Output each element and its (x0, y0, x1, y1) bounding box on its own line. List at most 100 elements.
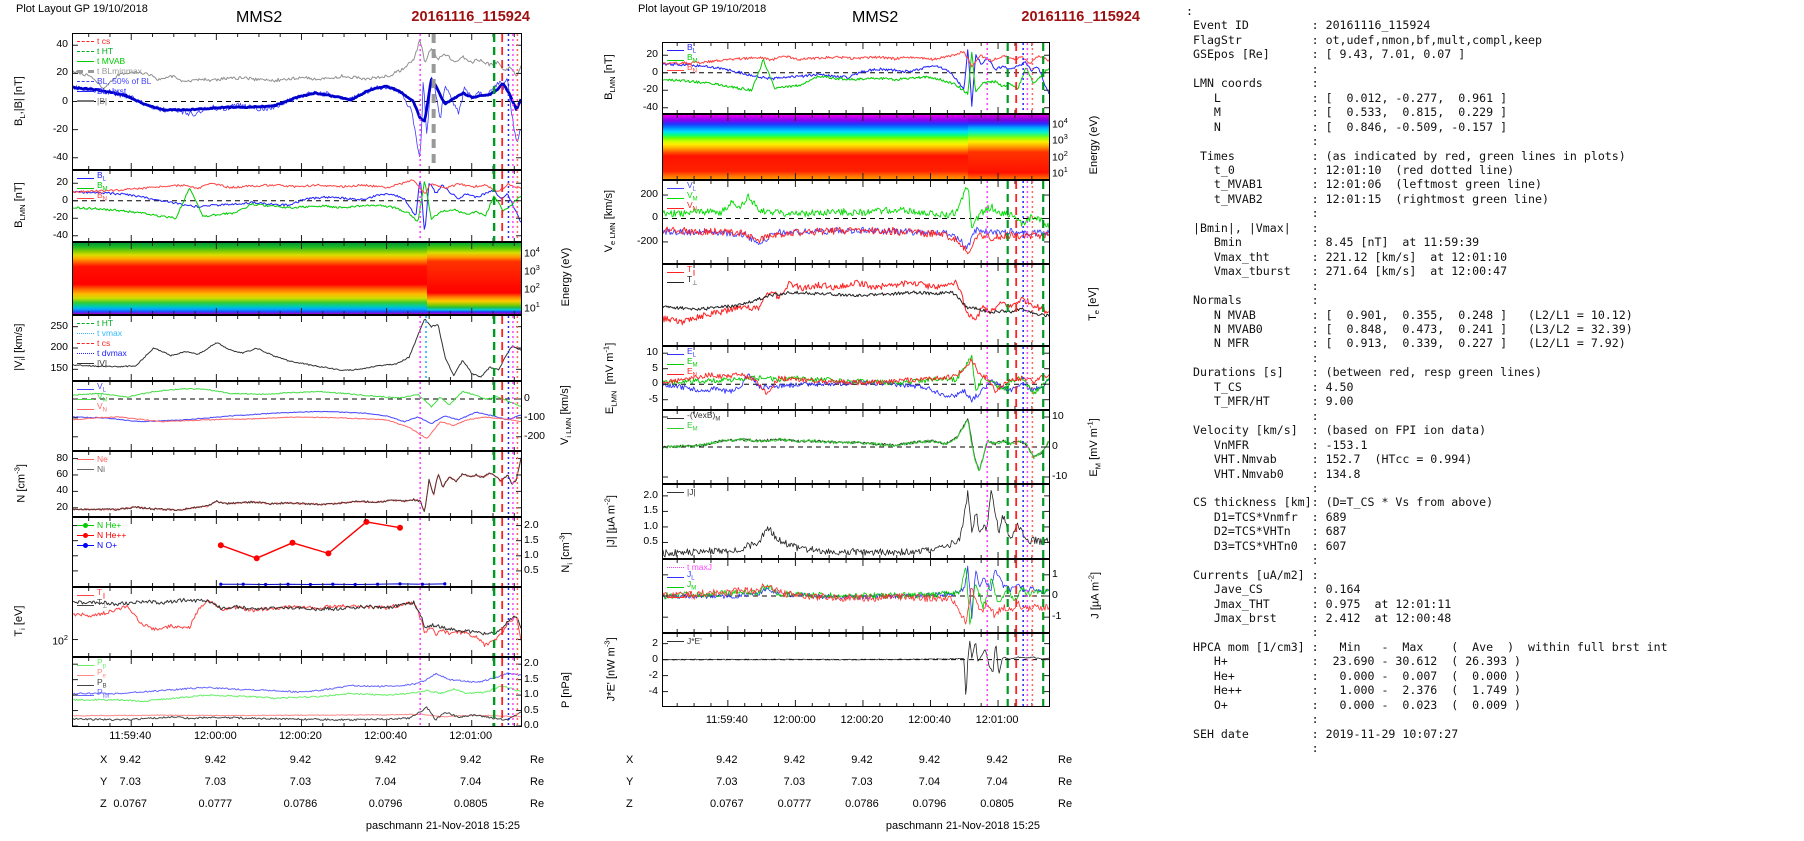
legend-line-sample (77, 352, 94, 354)
legend-entry-label: VL (97, 381, 106, 394)
legend-line-sample (77, 468, 94, 470)
ion-temperature-ytick: 102 (52, 632, 68, 648)
legend-line-sample (667, 373, 684, 375)
b-lmn-ytick: 20 (56, 176, 68, 189)
legend-entry: BL (77, 170, 108, 183)
legend-entry: PB (77, 677, 109, 690)
plot-layout-label: Plot Layout GP 19/10/2018 (16, 3, 148, 15)
legend-line-sample (77, 342, 94, 344)
current-magnitude-panel: |J| (662, 484, 1050, 559)
legend-entry-label: JN (687, 589, 696, 602)
legend-line-sample (77, 60, 94, 62)
legend-line-sample (667, 427, 684, 429)
vexb-vs-em-legend: -(VexB)M EM (667, 411, 720, 433)
legend-line-sample (77, 674, 94, 676)
legend-entry: VL (667, 181, 698, 193)
e-field-lmn-svg (663, 347, 1049, 409)
b-lmn-ytick: -20 (52, 211, 68, 224)
legend-line-sample (667, 596, 684, 598)
ion-temperature-legend: T∥ T⊥ (77, 588, 107, 610)
vexb-vs-em-panel: -(VexB)M EM (662, 410, 1050, 484)
legend-line-sample (667, 281, 684, 283)
ion-temperature-ylabel: Ti [eV] (12, 605, 28, 637)
ion-spectrogram-svg (88, 243, 515, 314)
electron-velocity-ytick: 200 (640, 188, 658, 201)
legend-line-sample (667, 576, 684, 578)
event-id-label: 20161116_115924 (1021, 9, 1140, 25)
legend-entry: |V| (77, 358, 127, 368)
b-lmn-mid-svg (663, 43, 1049, 113)
legend-entry-label: BL (97, 170, 106, 183)
ion-velocity-lmn-svg (73, 382, 521, 450)
minor-ion-density-panel: N He+ N He++ N O+ (72, 517, 522, 587)
legend-entry: Pp (77, 658, 109, 670)
pressure-rtick: 0.5 (524, 703, 539, 716)
legend-entry: t maxJ (667, 562, 712, 572)
pos-table-unit: Re (530, 776, 545, 788)
legend-line-sample (667, 59, 684, 61)
legend-entry: N O+ (77, 540, 126, 550)
ion-velocity-lmn-legend: VL VM VN (77, 381, 108, 414)
legend-entry-label: t HT (97, 317, 114, 328)
ion-velocity-lmn-rtick: -200 (524, 429, 546, 442)
legend-entry-label: PB (97, 677, 107, 690)
legend-entry-label: JL (687, 569, 695, 582)
pos-table-value: 9.42 (289, 754, 312, 766)
legend-line-sample (77, 604, 94, 606)
density-ytick: 20 (56, 500, 68, 513)
electron-spectrogram-panel (662, 114, 1050, 180)
vexb-vs-em-rtick: -10 (1052, 470, 1068, 482)
legend-entry: VN (77, 402, 108, 414)
pressure-rtick: 1.0 (524, 688, 539, 701)
current-lmn-right-axis-label: J [µA m-2] (1086, 571, 1102, 619)
legend-entry-label: t HT (97, 45, 114, 56)
ion-velocity-lmn-rtick: -100 (524, 410, 546, 423)
legend-entry-label: t dvmax (97, 347, 127, 358)
bl-absb-ytick: 20 (56, 66, 68, 79)
pos-table-value: 9.42 (460, 754, 482, 766)
legend-entry: BM (77, 181, 108, 193)
legend-entry: T∥ (77, 588, 107, 600)
pos-table-row-label: X (626, 754, 634, 766)
minor-ion-density-rtick: 1.5 (524, 533, 539, 546)
legend-line-sample (77, 177, 94, 179)
vexb-vs-em-rtick: 10 (1052, 410, 1064, 422)
legend-entry: VM (667, 191, 698, 203)
legend-line-sample (77, 362, 94, 364)
e-field-lmn-legend: EL EM EN (667, 347, 698, 379)
event-id-label: 20161116_115924 (411, 9, 530, 25)
current-magnitude-ytick: 1.5 (643, 504, 658, 517)
pos-table-value: 0.0805 (453, 798, 488, 810)
pos-table-value: 0.0786 (845, 798, 879, 810)
legend-line-sample (77, 332, 94, 334)
pos-table-value: 0.0767 (710, 798, 744, 810)
legend-entry: t HT (77, 46, 151, 56)
legend-entry-label: Ptot (97, 687, 110, 700)
legend-entry-label: N O+ (97, 539, 118, 550)
legend-line-sample (667, 207, 684, 209)
time-axis-label: 12:01:00 (449, 730, 493, 742)
legend-line-sample (667, 363, 684, 365)
legend-entry-label: N He++ (97, 529, 127, 540)
j-dot-e-ylabel: J*E' [nW m-3] (602, 637, 618, 702)
legend-line-sample (667, 271, 684, 273)
j-dot-e-panel: J*E' (662, 633, 1050, 707)
pos-table-row-label: Z (100, 798, 107, 810)
legend-entry-label: N He+ (97, 519, 122, 530)
middle-plot-column: Plot layout GP 19/10/2018 MMS2 20161116_11… (570, 0, 1184, 841)
j-dot-e-ytick: -4 (648, 684, 658, 697)
legend-entry-label: EM (687, 356, 698, 369)
legend-entry-label: BL, 50% of BL (97, 75, 152, 86)
electron-spectrogram-rtick: 102 (1052, 148, 1068, 164)
pressure-svg (73, 658, 521, 726)
plot-title: MMS2 (852, 9, 899, 26)
b-lmn-mid-ytick: 0 (652, 65, 658, 78)
ion-speed-ytick: 150 (50, 362, 68, 375)
legend-entry-label: t cs (97, 337, 111, 348)
ion-spectrogram-rtick: 103 (524, 263, 540, 278)
legend-entry-label: t MVAB (97, 55, 126, 66)
legend-line-sample (77, 388, 94, 390)
legend-line-sample (77, 694, 94, 696)
pos-table-value: 7.04 (986, 776, 1008, 788)
